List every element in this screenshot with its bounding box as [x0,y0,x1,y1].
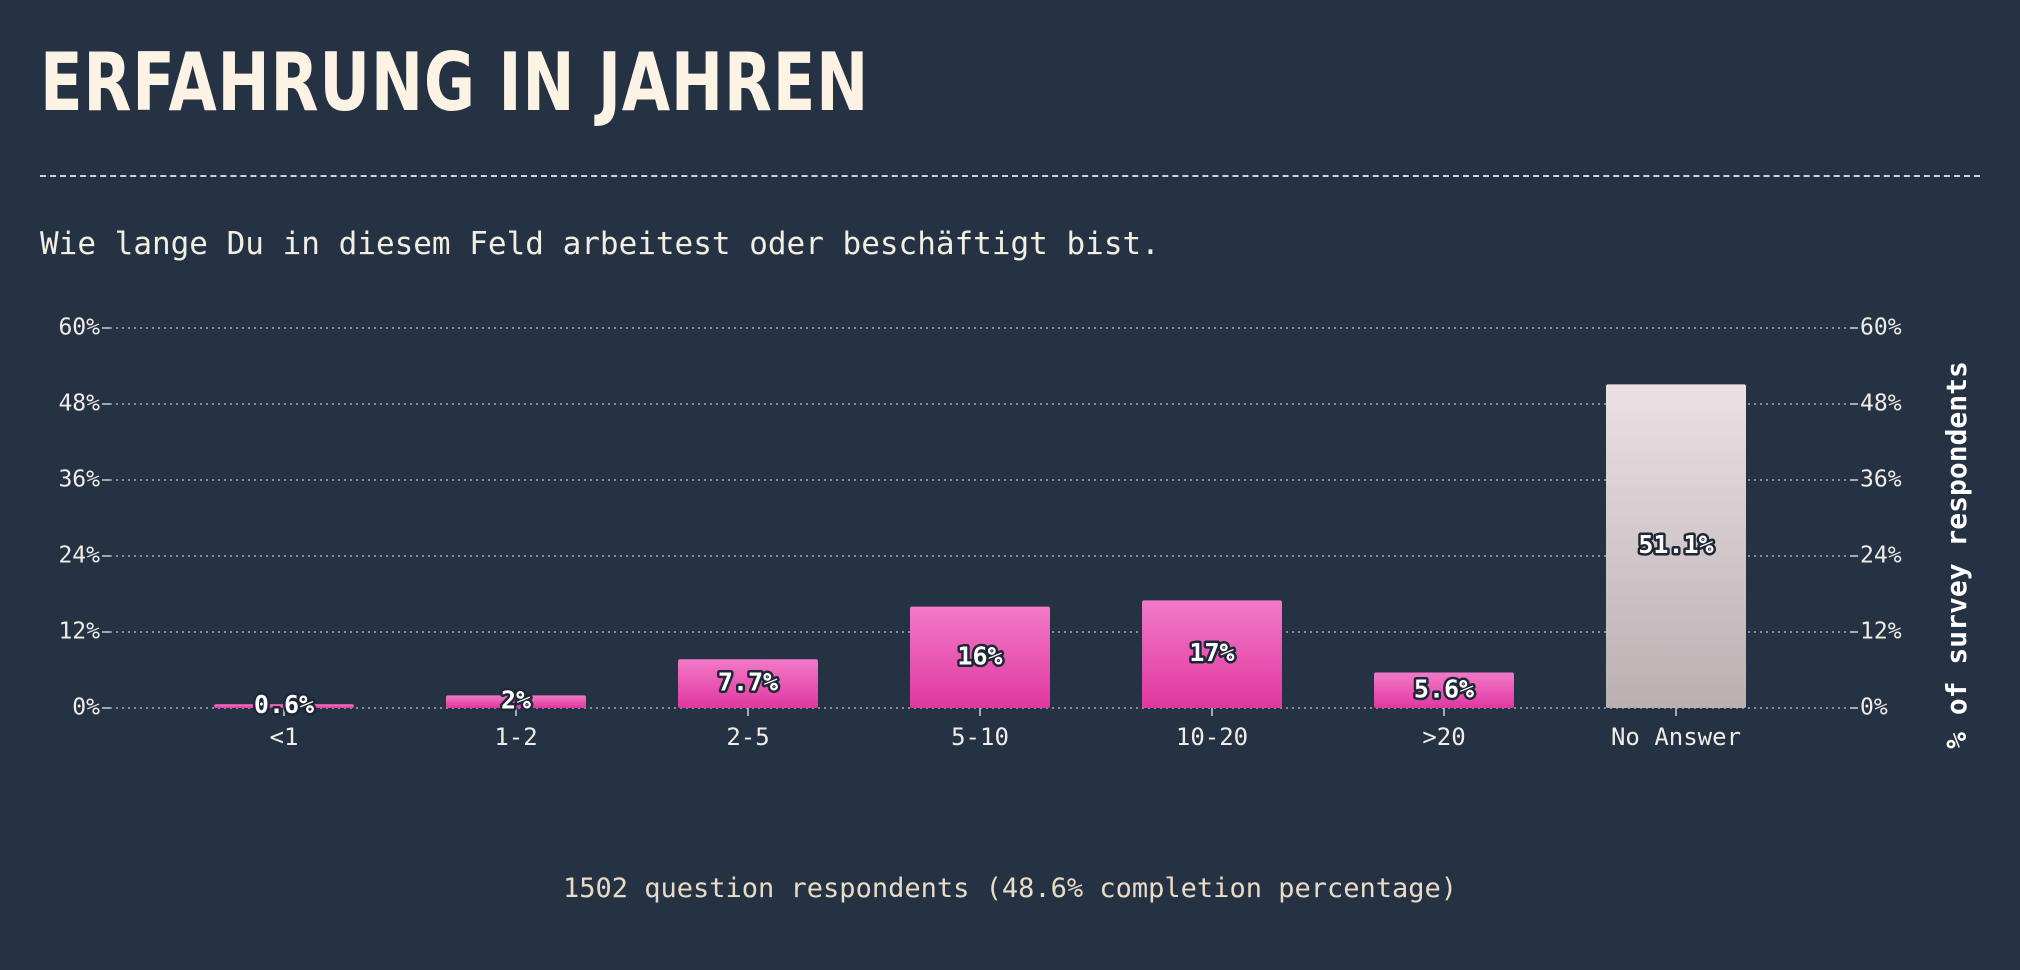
y-tick-label-right: 0% [1860,695,1888,721]
bar [214,704,354,708]
bar-value-label: 51.1% [1638,530,1713,559]
bar [678,659,818,708]
x-tick-label: 5-10 [951,723,1009,751]
y-tick-label-left: 36% [58,467,100,493]
y-tick-label-left: 0% [72,695,100,721]
y-tick-label-right: 36% [1860,467,1902,493]
y-tick-label-right: 12% [1860,619,1902,645]
chart-subtitle: Wie lange Du in diesem Feld arbeitest od… [40,226,1160,262]
y-tick-label-left: 12% [58,619,100,645]
y-tick-label-right: 48% [1860,391,1902,417]
y-axis-ticks: 0% 0% 12% 12% 24% 24% 36% 36% 48% 48% 60% 60% [58,315,1901,721]
y-tick-label-right: 24% [1860,543,1902,569]
bar-value-label: 5.6% [1414,674,1474,703]
bar-value-label: 0.6% [254,690,314,719]
x-tick-label: <1 [270,723,299,751]
bars [214,384,1746,708]
bar-value-label: 17% [1189,638,1234,667]
bar [910,606,1050,708]
bar-value-label: 2% [501,686,531,715]
data-labels: 0.6% 2% 7.7% 16% 17% 5.6% 51.1% [251,528,1716,722]
y-tick-label-left: 60% [58,315,100,341]
x-tick-label: 2-5 [726,723,769,751]
chart-title: ERFAHRUNG IN JAHREN [40,36,870,129]
y-tick-label-left: 24% [58,543,100,569]
x-tick-label: No Answer [1611,723,1741,751]
x-axis-labels: <1 1-2 2-5 5-10 10-20 >20 No Answer [270,708,1741,751]
y-axis-title: % of survey respondents [1940,361,1973,749]
bar [1142,600,1282,708]
bar [1606,384,1746,708]
bar [446,695,586,708]
y-tick-label-right: 60% [1860,315,1902,341]
bar [1374,672,1514,708]
x-tick-label: >20 [1422,723,1465,751]
title-divider [40,175,1980,177]
x-tick-label: 10-20 [1176,723,1248,751]
x-tick-label: 1-2 [494,723,537,751]
bar-value-label: 7.7% [718,668,778,697]
respondents-footer: 1502 question respondents (48.6% complet… [562,873,1458,904]
y-tick-label-left: 48% [58,391,100,417]
bar-value-label: 16% [957,641,1002,670]
